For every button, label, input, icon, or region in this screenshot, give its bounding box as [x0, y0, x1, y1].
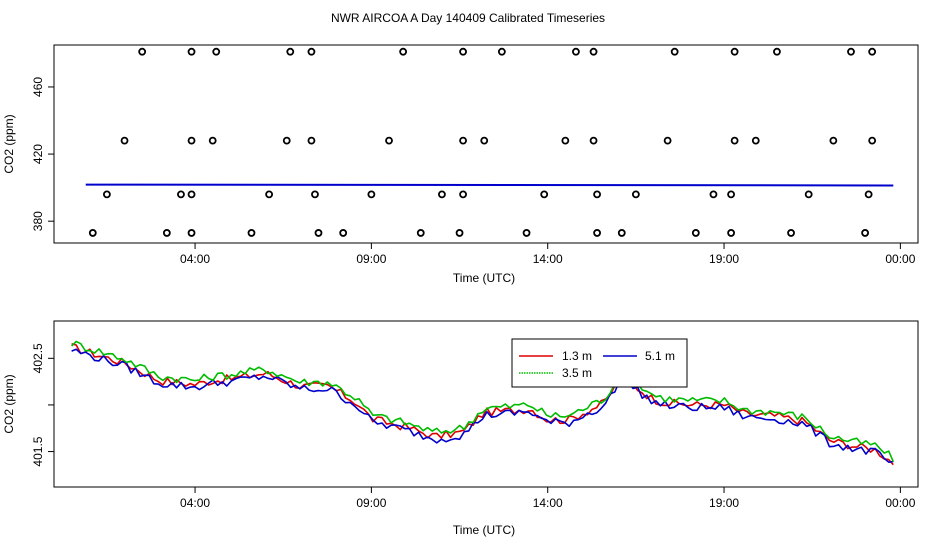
calibration-point-22 [480, 136, 489, 145]
calibration-point-27 [751, 136, 760, 145]
calibration-point-54 [593, 229, 601, 237]
calibration-point-20 [385, 136, 393, 145]
calibration-point-9 [589, 47, 598, 56]
top-calibration-points [88, 47, 877, 237]
top-plot-frame [53, 44, 919, 244]
calibration-point-3 [286, 47, 295, 56]
calibration-point-26 [730, 136, 739, 145]
calibration-point-47 [187, 229, 196, 237]
calibration-point-33 [265, 190, 274, 199]
top-y-axis-label: CO2 (ppm) [2, 114, 16, 173]
calibration-point-35 [367, 190, 376, 199]
top-y-tick-label-0: 380 [31, 211, 45, 231]
calibration-point-1 [187, 47, 196, 56]
calibration-point-41 [709, 190, 718, 199]
calibration-point-43 [804, 190, 813, 199]
top-panel: 04:00 09:00 14:00 19:00 00:00 380 420 460 Time … [2, 44, 919, 285]
calibration-point-57 [727, 229, 735, 237]
calibration-point-25 [663, 136, 672, 145]
calibration-point-0 [138, 47, 147, 56]
bottom-plot-frame [53, 320, 919, 488]
top-y-tick-label-2: 460 [31, 77, 45, 97]
top-x-tick-label-1: 09:00 [356, 252, 386, 266]
top-x-tick-label-3: 19:00 [709, 252, 739, 266]
calibration-point-53 [522, 229, 531, 237]
legend-label-5-1m: 5.1 m [645, 349, 675, 363]
calibration-point-5 [399, 47, 408, 56]
calibration-point-28 [829, 136, 838, 145]
calibration-point-44 [864, 190, 873, 199]
calibration-point-46 [162, 229, 171, 237]
calibration-point-30 [102, 190, 111, 199]
calibration-point-29 [868, 136, 877, 145]
calibration-point-51 [416, 229, 425, 237]
calibration-point-32 [187, 190, 196, 199]
top-axes: 04:00 09:00 14:00 19:00 00:00 380 420 460 [31, 77, 916, 266]
calibration-point-17 [208, 136, 217, 145]
calibration-point-21 [459, 136, 467, 145]
calibration-point-13 [847, 47, 855, 56]
calibration-point-48 [247, 229, 256, 237]
calibration-point-45 [88, 229, 97, 237]
calibration-point-34 [311, 190, 319, 199]
calibration-point-49 [314, 229, 323, 237]
calibration-point-24 [589, 136, 598, 145]
bottom-x-tick-label-0: 04:00 [180, 496, 210, 510]
top-x-tick-label-0: 04:00 [180, 252, 210, 266]
figure-title: NWR AIRCOA A Day 140409 Calibrated Times… [331, 11, 605, 25]
top-x-axis-label: Time (UTC) [453, 271, 515, 285]
calibration-point-42 [727, 190, 735, 199]
calibration-point-2 [212, 47, 221, 56]
bottom-x-tick-label-3: 19:00 [709, 496, 739, 510]
calibration-point-38 [540, 190, 549, 199]
calibration-point-58 [787, 229, 795, 237]
bottom-y-tick-label-0: 401.5 [31, 436, 45, 466]
legend: 1.3 m 5.1 m 3.5 m [511, 338, 688, 388]
top-y-tick-label-1: 420 [31, 144, 45, 164]
bottom-x-tick-label-2: 14:00 [533, 496, 563, 510]
legend-box [511, 338, 688, 388]
series-line-3-5-m [71, 340, 895, 463]
series-line-1-3-m [71, 343, 894, 466]
calibration-point-39 [593, 190, 601, 199]
calibration-point-15 [120, 136, 129, 145]
calibration-point-23 [561, 136, 570, 145]
top-x-tick-label-2: 14:00 [533, 252, 563, 266]
bottom-y-axis-label: CO2 (ppm) [2, 374, 16, 433]
calibration-point-50 [339, 229, 348, 237]
calibration-point-16 [187, 136, 196, 145]
bottom-x-tick-label-1: 09:00 [356, 496, 386, 510]
legend-label-1-3m: 1.3 m [562, 349, 592, 363]
calibration-point-10 [670, 47, 679, 56]
calibration-point-11 [730, 47, 739, 56]
calibration-point-31 [177, 190, 185, 199]
calibration-point-56 [691, 229, 700, 237]
calibration-point-40 [631, 190, 640, 199]
series-line-5-1-m [71, 348, 894, 464]
calibration-point-52 [455, 229, 464, 237]
bottom-series-lines [71, 340, 895, 466]
top-x-tick-label-4: 00:00 [885, 252, 915, 266]
bottom-axes: 04:00 09:00 14:00 19:00 00:00 401.5 402.5 [31, 343, 916, 510]
calibration-point-59 [861, 229, 870, 237]
calibration-point-14 [868, 47, 877, 56]
bottom-panel: 04:00 09:00 14:00 19:00 00:00 401.5 402.5 Time… [2, 320, 919, 537]
calibration-point-6 [459, 47, 467, 56]
calibration-point-4 [307, 47, 316, 56]
calibration-point-19 [307, 136, 316, 145]
calibration-point-36 [438, 190, 446, 199]
calibration-point-12 [773, 47, 781, 56]
calibration-point-37 [459, 190, 467, 199]
calibration-point-18 [282, 136, 291, 145]
calibration-point-55 [617, 229, 626, 237]
bottom-x-axis-label: Time (UTC) [453, 523, 515, 537]
bottom-x-tick-label-4: 00:00 [885, 496, 915, 510]
legend-label-3-5m: 3.5 m [562, 366, 592, 380]
bottom-y-tick-label-2: 402.5 [31, 343, 45, 373]
calibration-point-8 [572, 47, 580, 56]
top-baseline-series [85, 183, 894, 187]
calibration-point-7 [497, 47, 506, 56]
